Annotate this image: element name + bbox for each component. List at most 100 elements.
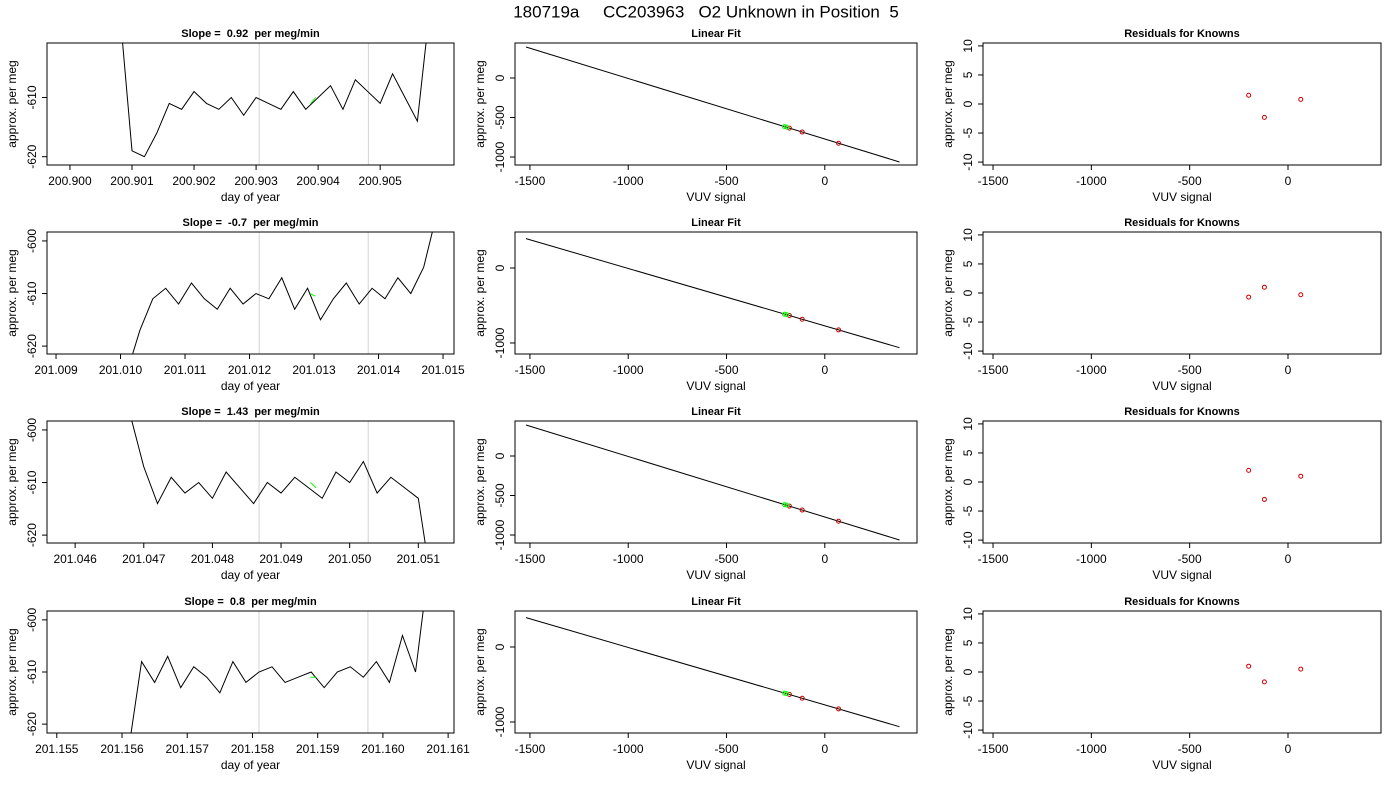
x-tick-label: 201.047	[122, 552, 166, 566]
x-tick-label: 200.902	[172, 174, 216, 188]
y-tick-label: -10	[961, 531, 975, 549]
data-line	[131, 421, 426, 543]
panel: Slope = -0.7 per meg/min day of year appro…	[5, 217, 465, 393]
data-point	[1246, 294, 1252, 300]
plot-frame	[46, 42, 455, 166]
data-point	[1298, 96, 1304, 102]
data-line	[525, 424, 900, 541]
panel: Linear Fit VUV signal approx. per meg -1500…	[473, 217, 918, 393]
data-point	[783, 691, 789, 697]
y-tick-label: 10	[961, 228, 975, 242]
x-tick-label: -1500	[515, 742, 546, 756]
plot-area	[525, 238, 900, 349]
plot-area	[1246, 467, 1304, 502]
x-tick-label: 0	[821, 552, 828, 566]
y-tick-label: -10	[961, 721, 975, 739]
data-point	[1246, 92, 1252, 98]
y-tick-label: 0	[493, 74, 507, 81]
plot-area	[130, 611, 424, 733]
plot-frame	[46, 231, 455, 355]
y-tick-label: 5	[961, 449, 975, 456]
panel: Residuals for Knowns VUV signal approx. pe…	[941, 28, 1382, 204]
panel-title: Linear Fit	[691, 28, 741, 40]
data-point	[1261, 114, 1267, 120]
x-tick-label: 201.051	[397, 552, 441, 566]
x-tick-label: 201.009	[34, 363, 78, 377]
plot-frame	[982, 420, 1382, 544]
y-tick-label: 0	[493, 264, 507, 271]
y-tick-label: -620	[25, 712, 39, 736]
plot-frame	[46, 420, 455, 544]
x-tick-label: -500	[715, 174, 739, 188]
data-line	[525, 238, 900, 349]
x-tick-label: -1500	[515, 552, 546, 566]
plot-area	[525, 46, 900, 163]
y-axis-label: approx. per meg	[5, 60, 19, 147]
panel-title: Residuals for Knowns	[1124, 596, 1240, 608]
x-tick-label: -500	[1178, 363, 1202, 377]
data-point	[836, 518, 842, 524]
plot-area	[132, 232, 433, 354]
x-tick-label: -1000	[613, 742, 644, 756]
x-tick-label: 201.159	[296, 742, 340, 756]
y-axis-label: approx. per meg	[941, 60, 955, 147]
panel-title: Slope = -0.7 per meg/min	[182, 217, 318, 229]
x-tick-label: -1000	[1076, 174, 1107, 188]
x-axis-label: VUV signal	[1152, 379, 1211, 393]
y-tick-label: 10	[961, 39, 975, 53]
y-tick-label: -600	[25, 229, 39, 253]
y-tick-label: 0	[961, 478, 975, 485]
y-tick-label: -1000	[493, 327, 507, 358]
y-tick-label: 5	[961, 639, 975, 646]
plot-area	[122, 43, 427, 165]
y-tick-label: 10	[961, 417, 975, 431]
y-tick-label: 10	[961, 607, 975, 621]
x-tick-label: -1000	[1076, 742, 1107, 756]
y-tick-label: -5	[961, 127, 975, 138]
y-tick-label: 0	[961, 668, 975, 675]
x-tick-label: 201.157	[166, 742, 210, 756]
plot-frame	[514, 42, 918, 166]
x-tick-label: -1500	[515, 363, 546, 377]
data-point	[1298, 292, 1304, 298]
x-axis-label: VUV signal	[686, 568, 745, 582]
data-point	[799, 129, 805, 135]
y-tick-label: -620	[25, 144, 39, 168]
panel: Slope = 0.8 per meg/min day of year approx…	[5, 596, 470, 772]
x-axis-label: day of year	[221, 568, 280, 582]
data-line	[525, 46, 900, 163]
y-tick-label: 5	[961, 71, 975, 78]
y-tick-label: -610	[25, 660, 39, 684]
data-point	[836, 140, 842, 146]
data-line	[130, 611, 424, 733]
data-point	[786, 692, 792, 698]
x-tick-label: 201.158	[231, 742, 275, 756]
x-tick-label: -1000	[1076, 363, 1107, 377]
x-axis-label: VUV signal	[1152, 758, 1211, 772]
x-tick-label: -1500	[978, 742, 1009, 756]
data-line	[310, 97, 317, 104]
x-tick-label: 0	[821, 742, 828, 756]
data-line	[309, 293, 316, 297]
x-tick-label: 201.013	[292, 363, 336, 377]
x-tick-label: -500	[1178, 552, 1202, 566]
x-axis-label: VUV signal	[686, 379, 745, 393]
y-tick-label: 0	[961, 100, 975, 107]
x-axis-label: VUV signal	[1152, 568, 1211, 582]
y-tick-label: -500	[493, 483, 507, 507]
y-tick-label: -1000	[493, 706, 507, 737]
plot-frame	[982, 42, 1382, 166]
x-tick-label: 200.903	[234, 174, 278, 188]
x-tick-label: 201.049	[259, 552, 303, 566]
x-tick-label: -500	[1178, 174, 1202, 188]
x-tick-label: -1500	[978, 174, 1009, 188]
y-tick-label: -1000	[493, 519, 507, 550]
plot-frame	[514, 610, 918, 734]
data-point	[786, 503, 792, 509]
plot-area	[1246, 92, 1304, 120]
panel-title: Linear Fit	[691, 217, 741, 229]
y-axis-label: approx. per meg	[5, 249, 19, 336]
panel-title: Slope = 0.8 per meg/min	[184, 596, 317, 608]
x-tick-label: 0	[1285, 552, 1292, 566]
panel-title: Slope = 1.43 per meg/min	[181, 406, 320, 418]
